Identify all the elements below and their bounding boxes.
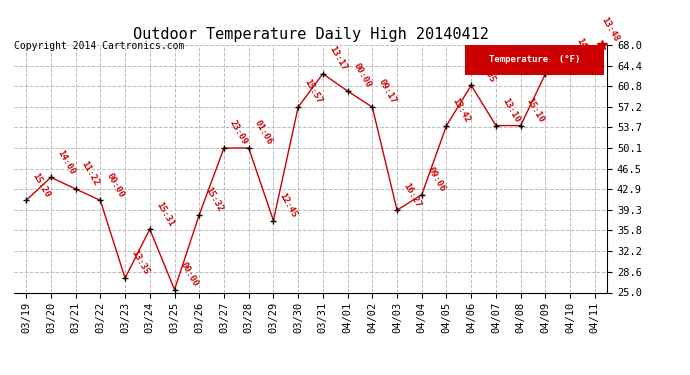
Title: Outdoor Temperature Daily High 20140412: Outdoor Temperature Daily High 20140412 [132, 27, 489, 42]
Text: 01:06: 01:06 [253, 119, 274, 147]
Text: 12:45: 12:45 [277, 191, 299, 219]
Text: 15:31: 15:31 [154, 200, 175, 228]
Text: 00:00: 00:00 [179, 261, 200, 288]
Text: 15:32: 15:32 [204, 186, 225, 213]
Text: 00:00: 00:00 [104, 171, 126, 199]
Text: 09:17: 09:17 [377, 78, 397, 106]
Text: 13:48: 13:48 [599, 16, 620, 44]
Text: 14:00: 14:00 [55, 148, 77, 176]
Text: 13:35: 13:35 [129, 249, 150, 277]
Text: 13:10: 13:10 [500, 96, 522, 124]
Text: 13:42: 13:42 [451, 96, 472, 124]
Text: 15:22: 15:22 [549, 45, 571, 72]
Text: 11:22: 11:22 [80, 160, 101, 188]
Text: 16:27: 16:27 [401, 181, 422, 209]
Text: 09:06: 09:06 [426, 165, 447, 193]
Text: 15:10: 15:10 [525, 96, 546, 124]
Text: 15:05: 15:05 [475, 56, 497, 84]
Text: 13:17: 13:17 [327, 45, 348, 72]
Text: 23:09: 23:09 [228, 119, 249, 147]
Text: 14:51: 14:51 [574, 36, 595, 64]
Text: 15:20: 15:20 [30, 171, 52, 199]
Text: 00:00: 00:00 [352, 62, 373, 90]
Text: Copyright 2014 Cartronics.com: Copyright 2014 Cartronics.com [14, 41, 184, 51]
Text: 15:57: 15:57 [302, 78, 324, 106]
